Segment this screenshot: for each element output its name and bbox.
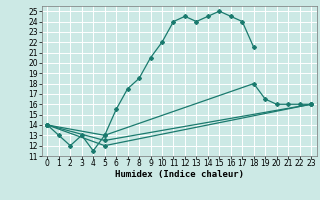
X-axis label: Humidex (Indice chaleur): Humidex (Indice chaleur) bbox=[115, 170, 244, 179]
